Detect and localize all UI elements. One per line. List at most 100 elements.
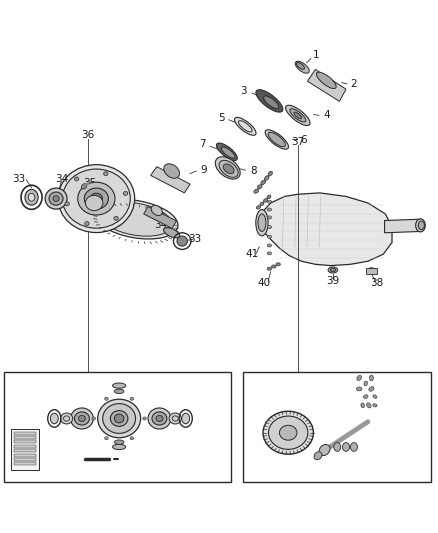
Text: 3: 3 bbox=[240, 86, 247, 96]
Ellipse shape bbox=[254, 189, 259, 193]
Polygon shape bbox=[385, 219, 420, 233]
Ellipse shape bbox=[78, 415, 85, 422]
Ellipse shape bbox=[74, 177, 79, 181]
Ellipse shape bbox=[130, 437, 134, 440]
Ellipse shape bbox=[361, 403, 364, 408]
Text: 33: 33 bbox=[188, 234, 201, 244]
Ellipse shape bbox=[267, 235, 272, 238]
Text: 41: 41 bbox=[246, 249, 259, 259]
Ellipse shape bbox=[110, 410, 128, 426]
Ellipse shape bbox=[114, 389, 124, 393]
Polygon shape bbox=[151, 167, 190, 193]
Ellipse shape bbox=[258, 214, 266, 231]
Ellipse shape bbox=[130, 397, 134, 400]
Ellipse shape bbox=[256, 90, 283, 112]
Ellipse shape bbox=[265, 130, 289, 149]
Ellipse shape bbox=[267, 200, 272, 203]
Bar bbox=[14, 462, 36, 465]
Ellipse shape bbox=[114, 216, 118, 220]
Ellipse shape bbox=[357, 375, 361, 381]
Ellipse shape bbox=[256, 209, 268, 236]
Ellipse shape bbox=[102, 403, 136, 433]
Ellipse shape bbox=[263, 411, 314, 454]
Bar bbox=[14, 436, 36, 439]
Ellipse shape bbox=[151, 205, 162, 215]
Ellipse shape bbox=[148, 408, 171, 429]
Bar bbox=[14, 432, 36, 435]
Ellipse shape bbox=[316, 72, 336, 88]
Ellipse shape bbox=[219, 160, 238, 177]
Ellipse shape bbox=[74, 412, 89, 425]
Text: 9: 9 bbox=[201, 165, 208, 175]
Ellipse shape bbox=[49, 192, 63, 205]
Text: 37: 37 bbox=[291, 136, 304, 147]
Ellipse shape bbox=[295, 61, 309, 73]
Ellipse shape bbox=[152, 412, 167, 425]
Ellipse shape bbox=[260, 202, 264, 206]
Ellipse shape bbox=[92, 417, 95, 420]
Ellipse shape bbox=[369, 386, 374, 391]
Ellipse shape bbox=[267, 225, 272, 229]
Ellipse shape bbox=[286, 105, 310, 126]
Text: 8: 8 bbox=[250, 166, 257, 176]
Ellipse shape bbox=[50, 413, 58, 424]
Ellipse shape bbox=[60, 413, 73, 424]
Bar bbox=[14, 454, 36, 457]
Ellipse shape bbox=[334, 442, 341, 451]
Ellipse shape bbox=[267, 244, 272, 247]
Ellipse shape bbox=[104, 172, 108, 176]
Ellipse shape bbox=[364, 381, 367, 386]
Ellipse shape bbox=[113, 383, 126, 388]
Ellipse shape bbox=[294, 112, 302, 119]
Ellipse shape bbox=[265, 176, 269, 180]
Ellipse shape bbox=[114, 440, 124, 445]
Text: 5: 5 bbox=[218, 112, 225, 123]
Ellipse shape bbox=[416, 219, 425, 232]
Ellipse shape bbox=[98, 399, 141, 438]
Ellipse shape bbox=[256, 206, 261, 209]
Ellipse shape bbox=[267, 267, 272, 270]
Ellipse shape bbox=[263, 199, 268, 202]
Ellipse shape bbox=[45, 188, 67, 209]
Ellipse shape bbox=[28, 193, 35, 201]
Ellipse shape bbox=[53, 196, 59, 201]
Ellipse shape bbox=[261, 180, 265, 184]
Ellipse shape bbox=[114, 414, 124, 423]
Ellipse shape bbox=[113, 445, 126, 449]
Ellipse shape bbox=[169, 413, 181, 424]
Text: 1: 1 bbox=[313, 50, 320, 60]
Ellipse shape bbox=[223, 164, 234, 174]
Ellipse shape bbox=[85, 195, 103, 211]
Ellipse shape bbox=[143, 417, 146, 420]
Ellipse shape bbox=[94, 199, 178, 239]
Text: 4: 4 bbox=[323, 110, 330, 120]
Ellipse shape bbox=[319, 445, 330, 456]
Ellipse shape bbox=[373, 395, 377, 398]
Ellipse shape bbox=[343, 442, 350, 451]
Ellipse shape bbox=[350, 442, 357, 451]
Polygon shape bbox=[366, 268, 377, 273]
Ellipse shape bbox=[297, 62, 304, 69]
Ellipse shape bbox=[268, 171, 272, 176]
Ellipse shape bbox=[267, 216, 272, 219]
Ellipse shape bbox=[328, 267, 338, 273]
Polygon shape bbox=[307, 69, 346, 101]
Ellipse shape bbox=[62, 169, 131, 228]
Bar bbox=[14, 458, 36, 461]
Ellipse shape bbox=[314, 452, 322, 459]
Ellipse shape bbox=[272, 265, 276, 268]
Text: 39: 39 bbox=[326, 276, 339, 286]
Ellipse shape bbox=[99, 202, 172, 236]
Bar bbox=[14, 445, 36, 448]
Ellipse shape bbox=[90, 193, 102, 204]
Text: 2: 2 bbox=[350, 79, 357, 89]
Polygon shape bbox=[261, 193, 392, 265]
Bar bbox=[4, 373, 231, 482]
Ellipse shape bbox=[105, 437, 108, 440]
Ellipse shape bbox=[216, 143, 237, 160]
Ellipse shape bbox=[124, 191, 128, 196]
Text: 7: 7 bbox=[199, 139, 206, 149]
Ellipse shape bbox=[105, 397, 108, 400]
Bar bbox=[243, 373, 431, 482]
Ellipse shape bbox=[267, 252, 272, 255]
